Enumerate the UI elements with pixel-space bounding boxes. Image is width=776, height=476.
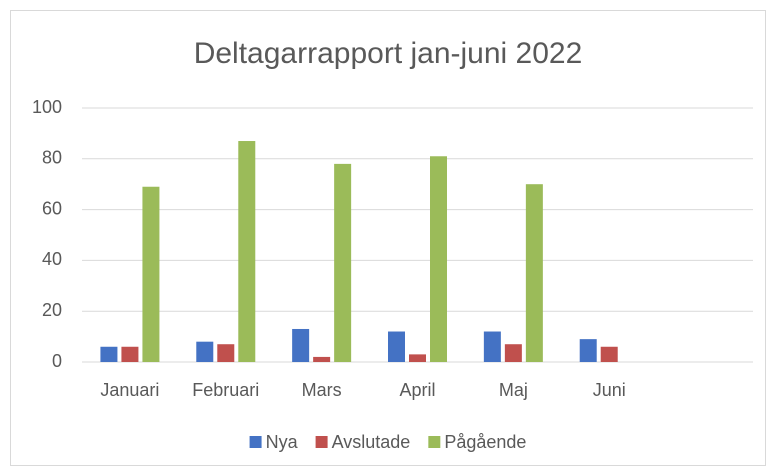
y-tick-label: 80: [42, 148, 62, 168]
x-tick-label: Juni: [593, 380, 626, 400]
bar: [217, 344, 235, 362]
bar: [430, 156, 447, 362]
legend-swatch: [315, 436, 328, 448]
y-tick-label: 20: [42, 300, 62, 320]
legend-swatch: [428, 436, 441, 448]
bar: [292, 328, 310, 362]
legend-label: Avslutade: [332, 432, 411, 452]
bar: [504, 344, 522, 362]
y-tick-label: 40: [42, 249, 62, 269]
x-tick-label: Mars: [302, 380, 342, 400]
bar: [238, 141, 256, 362]
bar: [121, 346, 139, 362]
bar: [100, 346, 118, 362]
bar: [313, 356, 331, 362]
chart-title: Deltagarrapport jan-juni 2022: [194, 37, 583, 70]
legend-label: Nya: [266, 432, 299, 452]
x-tick-label: April: [399, 380, 435, 400]
y-tick-label: 100: [32, 97, 62, 117]
bar: [600, 346, 618, 362]
x-tick-label: Januari: [100, 380, 159, 400]
bar: [409, 354, 426, 362]
bar: [483, 331, 501, 362]
bar: [525, 184, 543, 362]
bar: [388, 331, 405, 362]
bar: [334, 163, 352, 362]
bar: [142, 186, 160, 362]
x-tick-label: Maj: [499, 380, 528, 400]
y-tick-label: 60: [42, 198, 62, 218]
y-tick-label: 0: [52, 351, 62, 371]
bar: [196, 341, 214, 362]
legend-label: Pågående: [444, 432, 526, 452]
chart-border: [10, 10, 766, 466]
legend-swatch: [249, 436, 262, 448]
x-tick-label: Februari: [192, 380, 259, 400]
bar: [579, 339, 597, 362]
